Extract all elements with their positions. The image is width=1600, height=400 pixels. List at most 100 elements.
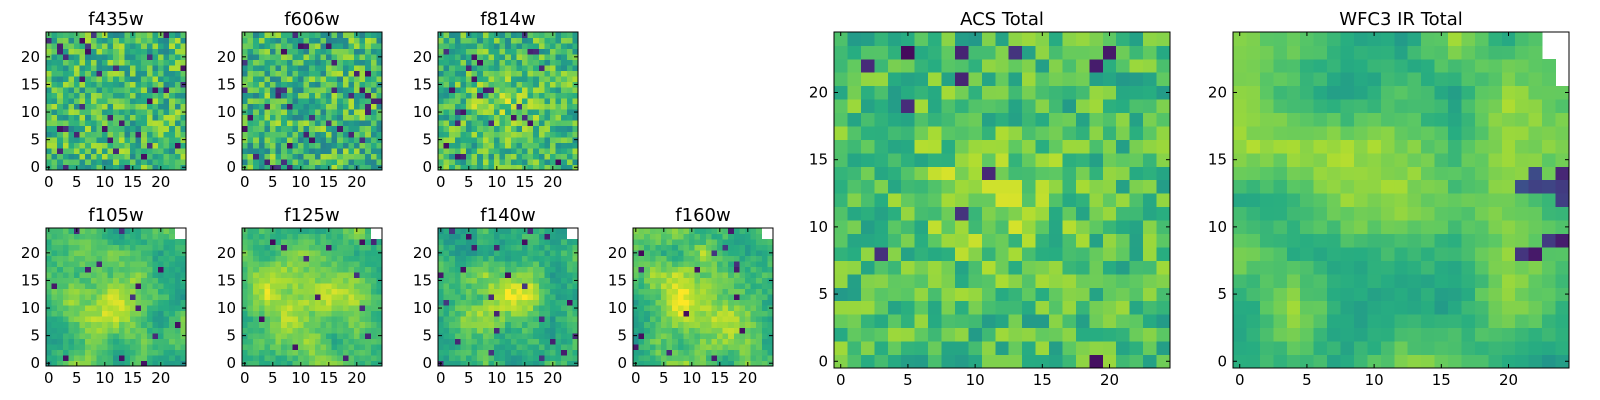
heatmap-cell (141, 244, 148, 251)
heatmap-cell (874, 354, 889, 369)
heatmap-cell (477, 131, 484, 138)
heatmap-cell (365, 250, 372, 256)
heatmap-cell (62, 120, 69, 127)
heatmap-cell (135, 272, 142, 279)
heatmap-cell (309, 98, 316, 105)
heatmap-cell (438, 299, 444, 306)
heatmap-cell (337, 244, 344, 251)
heatmap-cell (303, 65, 310, 72)
heatmap-cell (292, 65, 299, 72)
heatmap-cell (954, 314, 969, 329)
heatmap-cell (152, 316, 159, 323)
heatmap-cell (1129, 341, 1144, 355)
heatmap-cell (494, 233, 500, 240)
heatmap-cell (499, 81, 506, 88)
heatmap-cell (370, 272, 377, 279)
heatmap-cell (538, 305, 545, 312)
heatmap-cell (90, 360, 97, 367)
heatmap-cell (482, 142, 489, 149)
heatmap-cell (376, 43, 383, 49)
heatmap-cell (443, 125, 450, 132)
heatmap-cell (522, 65, 528, 72)
x-tick-label: 5 (72, 369, 82, 387)
heatmap-cell (376, 158, 383, 165)
heatmap-cell (354, 299, 360, 306)
heatmap-cell (460, 228, 467, 234)
heatmap-cell (298, 338, 304, 345)
heatmap-cell (370, 65, 377, 72)
heatmap-cell (247, 349, 254, 356)
heatmap-cell (342, 338, 349, 345)
heatmap-cell (74, 98, 80, 105)
heatmap-cell (247, 103, 254, 110)
heatmap-cell (566, 239, 573, 245)
heatmap-cell (253, 87, 260, 94)
heatmap-cell (644, 321, 651, 328)
heatmap-cell (510, 338, 517, 345)
heatmap-cell (1116, 179, 1131, 194)
heatmap-cell (348, 360, 355, 367)
heatmap-cell (303, 332, 310, 339)
heatmap-cell (118, 261, 125, 268)
heatmap-cell (264, 277, 271, 284)
heatmap-cell (460, 283, 467, 290)
heatmap-cell (941, 152, 956, 167)
heatmap-cell (510, 244, 517, 251)
heatmap-cell (655, 349, 662, 356)
heatmap-cell (499, 153, 506, 160)
heatmap-cell (550, 98, 556, 105)
heatmap-cell (359, 299, 366, 306)
heatmap-cell (1143, 327, 1157, 342)
heatmap-cell (135, 65, 142, 72)
heatmap-cell (555, 310, 562, 317)
heatmap-cell (533, 261, 540, 268)
heatmap-cell (169, 310, 176, 317)
heatmap-cell (113, 272, 120, 279)
heatmap-cell (449, 332, 456, 339)
heatmap-cell (874, 341, 889, 355)
heatmap-cell (689, 321, 695, 328)
heatmap-cell (711, 277, 718, 284)
heatmap-cell (292, 48, 299, 55)
heatmap-cell (342, 239, 349, 245)
heatmap-cell (135, 142, 142, 149)
heatmap-cell (107, 70, 114, 77)
heatmap-cell (482, 70, 489, 77)
heatmap-cell (1156, 233, 1171, 248)
heatmap-cell (561, 316, 568, 323)
heatmap-cell (158, 332, 164, 339)
heatmap-cell (376, 131, 383, 138)
heatmap-cell (544, 136, 551, 143)
heatmap-cell (158, 272, 164, 279)
heatmap-cell (337, 360, 344, 367)
heatmap-cell (510, 321, 517, 328)
heatmap-cell (638, 255, 645, 262)
heatmap-cell (533, 125, 540, 132)
heatmap-cell (566, 65, 573, 72)
heatmap-cell (146, 43, 153, 49)
heatmap-cell (638, 228, 645, 234)
heatmap-cell (253, 65, 260, 72)
heatmap-cell (57, 158, 64, 165)
heatmap-cell (874, 260, 889, 275)
heatmap-cell (174, 59, 181, 66)
heatmap-cell (102, 147, 108, 154)
heatmap-cell (135, 310, 142, 317)
heatmap-cell (968, 193, 983, 208)
heatmap-cell (510, 109, 517, 116)
heatmap-cell (130, 43, 136, 49)
heatmap-cell (954, 273, 969, 288)
heatmap-cell (169, 43, 176, 49)
heatmap-cell (672, 299, 679, 306)
heatmap-cell (438, 255, 444, 262)
heatmap-cell (247, 244, 254, 251)
heatmap-cell (761, 349, 768, 356)
heatmap-cell (113, 261, 120, 268)
heatmap-cell (527, 299, 534, 306)
heatmap-cell (174, 158, 181, 165)
heatmap-cell (711, 354, 718, 361)
heatmap-cell (51, 272, 58, 279)
heatmap-cell (460, 321, 467, 328)
heatmap-cell (477, 228, 484, 234)
axes-frame (45, 31, 187, 171)
